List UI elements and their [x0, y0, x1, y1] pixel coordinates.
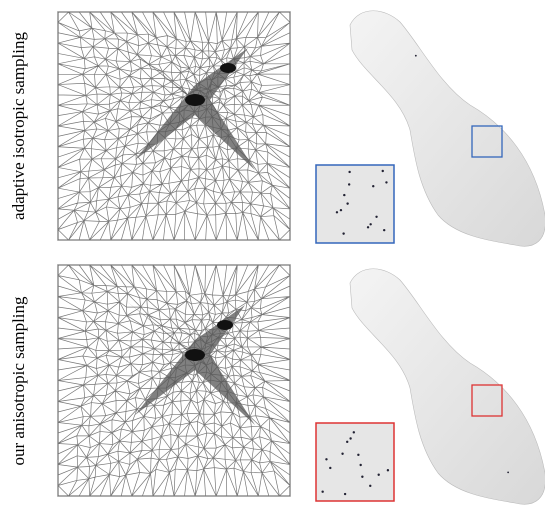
sample-dot	[329, 467, 331, 469]
sample-dot	[369, 223, 371, 225]
mesh-core	[185, 349, 205, 361]
sample-dot	[348, 171, 350, 173]
inset-box	[316, 165, 394, 243]
sample-dot	[344, 493, 346, 495]
figure: adaptive isotropic sampling our anisotro…	[0, 0, 545, 508]
inset	[316, 165, 394, 243]
sample-dot	[385, 181, 387, 183]
sample-dot	[367, 226, 369, 228]
mesh-panel	[58, 265, 290, 496]
sample-dot	[346, 202, 348, 204]
sample-dot	[340, 209, 342, 211]
sample-dot	[343, 194, 345, 196]
sample-dot	[507, 471, 509, 473]
inset	[316, 423, 394, 501]
sample-dot	[336, 211, 338, 213]
sample-dot	[349, 437, 351, 439]
sample-dot	[383, 229, 385, 231]
sample-dot	[361, 476, 363, 478]
inset-box	[316, 423, 394, 501]
row-label: our anisotropic sampling	[9, 296, 28, 466]
sample-dot	[325, 458, 327, 460]
panels	[58, 11, 545, 505]
sample-dot	[353, 431, 355, 433]
sample-dot	[415, 55, 417, 57]
sample-dot	[321, 491, 323, 493]
sample-dot	[357, 454, 359, 456]
row-label: adaptive isotropic sampling	[9, 32, 28, 220]
mesh-core	[185, 94, 205, 106]
sample-dot	[378, 474, 380, 476]
sample-dot	[387, 469, 389, 471]
sample-dot	[348, 183, 350, 185]
mesh-core	[217, 320, 233, 330]
sample-dot	[369, 485, 371, 487]
sample-dot	[341, 453, 343, 455]
mesh-core	[220, 63, 236, 73]
sample-dot	[359, 464, 361, 466]
sample-dot	[375, 216, 377, 218]
sample-dot	[382, 170, 384, 172]
mesh-panel	[58, 12, 290, 240]
sample-dot	[342, 232, 344, 234]
sample-dot	[372, 185, 374, 187]
sample-dot	[346, 441, 348, 443]
